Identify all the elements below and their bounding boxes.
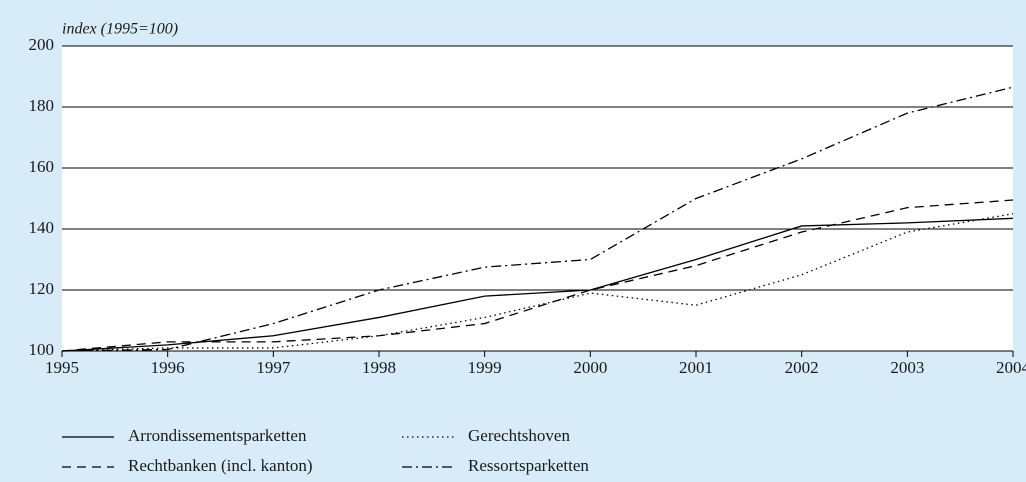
x-tick-label: 1997 xyxy=(256,358,291,377)
legend-label: Gerechtshoven xyxy=(468,426,570,445)
legend-label: Ressortsparketten xyxy=(468,456,589,475)
series-line xyxy=(61,199,1014,352)
x-tick-label: 1999 xyxy=(468,358,502,377)
y-tick-label: 200 xyxy=(29,35,55,54)
x-tick-label: 1998 xyxy=(362,358,396,377)
x-tick-label: 2000 xyxy=(573,358,607,377)
y-tick-label: 140 xyxy=(29,218,55,237)
y-axis-label: index (1995=100) xyxy=(62,21,178,38)
y-tick-label: 180 xyxy=(29,96,55,115)
y-tick-label: 160 xyxy=(29,157,55,176)
legend-label: Rechtbanken (incl. kanton) xyxy=(128,456,313,475)
x-tick-label: 2004 xyxy=(996,358,1026,377)
y-tick-label: 120 xyxy=(29,279,55,298)
x-tick-label: 1995 xyxy=(45,358,79,377)
x-tick-label: 2001 xyxy=(679,358,713,377)
series-line xyxy=(61,86,1014,352)
x-tick-label: 1996 xyxy=(151,358,185,377)
series-line xyxy=(61,217,1014,352)
y-tick-label: 100 xyxy=(29,340,55,359)
plot-area xyxy=(62,46,1013,351)
legend-label: Arrondissementsparketten xyxy=(128,426,307,445)
x-tick-label: 2003 xyxy=(890,358,924,377)
x-tick-label: 2002 xyxy=(785,358,819,377)
